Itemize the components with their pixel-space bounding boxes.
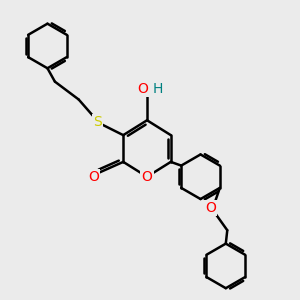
Text: H: H: [152, 82, 163, 96]
Text: O: O: [137, 82, 148, 96]
Text: O: O: [88, 170, 99, 184]
Text: O: O: [142, 170, 152, 184]
Text: S: S: [94, 115, 102, 129]
Text: O: O: [206, 201, 216, 215]
